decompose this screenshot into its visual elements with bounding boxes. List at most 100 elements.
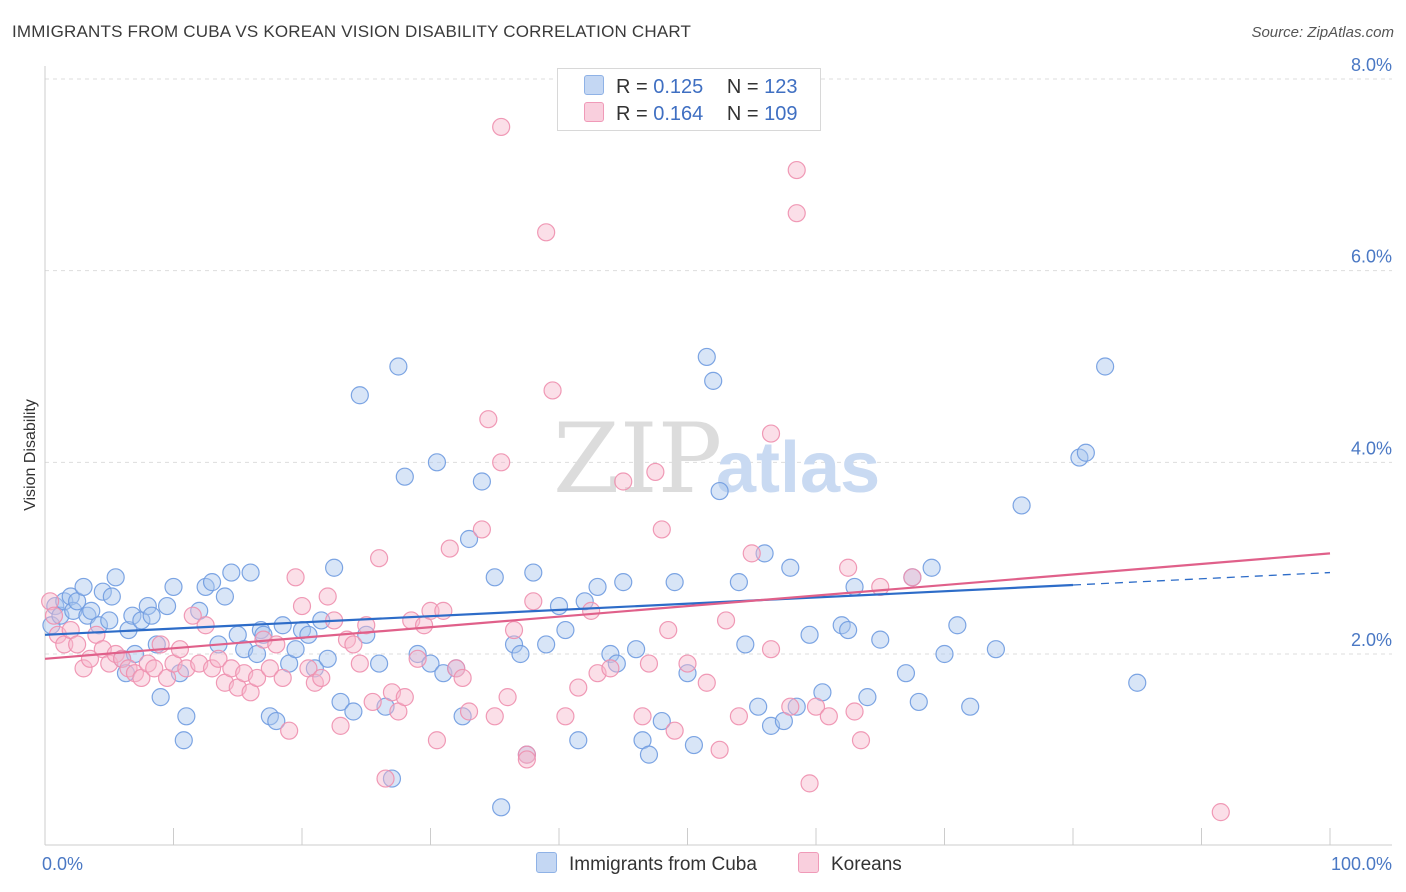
data-point-korean <box>761 424 781 443</box>
data-point-korean <box>74 659 93 678</box>
data-point-cuba <box>839 620 858 640</box>
data-point-korean <box>492 117 511 137</box>
data-point-korean <box>543 381 562 400</box>
data-point-cuba <box>601 644 620 664</box>
data-point-korean <box>427 731 447 750</box>
bottom-legend-label-cuba: Immigrants from Cuba <box>569 854 757 875</box>
data-point-cuba <box>74 577 93 597</box>
data-point-korean <box>903 568 922 587</box>
data-point-cuba <box>331 692 350 712</box>
data-point-cuba <box>755 544 774 563</box>
data-point-korean <box>453 668 472 688</box>
legend-row-cuba: R = 0.125 N = 123 <box>584 75 798 101</box>
data-point-cuba <box>344 702 363 721</box>
data-point-korean <box>202 659 222 678</box>
data-point-korean <box>819 707 838 726</box>
data-point-cuba <box>273 616 292 635</box>
legend-swatch-koreans <box>584 102 604 122</box>
data-point-korean <box>678 654 697 673</box>
data-points <box>41 117 1230 822</box>
data-point-korean <box>742 544 761 563</box>
data-point-cuba <box>427 453 447 472</box>
legend-r-label: R = <box>616 103 648 125</box>
bottom-legend-swatch-cuba <box>536 852 557 873</box>
data-point-cuba <box>318 649 337 668</box>
legend-row-koreans: R = 0.164 N = 109 <box>584 102 798 128</box>
data-point-korean <box>312 668 331 688</box>
data-point-cuba <box>106 568 125 587</box>
data-point-korean <box>350 654 369 673</box>
y-axis-title: Vision Disability <box>22 399 39 511</box>
data-point-cuba <box>665 573 684 592</box>
data-point-korean <box>665 721 684 740</box>
data-point-cuba <box>1076 443 1095 462</box>
data-point-korean <box>344 635 363 654</box>
tick-labels: 2.0% 4.0% 6.0% 8.0% 0.0% 100.0% <box>42 55 1392 874</box>
data-point-korean <box>112 649 132 668</box>
data-point-cuba <box>389 357 408 376</box>
data-point-cuba <box>286 640 305 659</box>
data-point-cuba <box>575 592 594 611</box>
data-point-korean <box>800 774 819 793</box>
data-point-korean <box>633 707 652 726</box>
data-point-korean <box>517 750 536 769</box>
data-point-korean <box>447 659 466 678</box>
data-point-korean <box>1211 803 1230 822</box>
data-point-cuba <box>222 563 241 582</box>
data-point-cuba <box>1096 357 1115 376</box>
y-tick-label: 4.0% <box>1351 438 1392 458</box>
axes <box>44 66 1392 846</box>
data-point-korean <box>395 688 414 707</box>
y-tick-label: 6.0% <box>1351 247 1392 267</box>
data-point-cuba <box>652 711 671 731</box>
data-point-cuba <box>202 573 222 592</box>
watermark-atlas: atlas <box>716 428 880 508</box>
data-point-korean <box>582 601 601 620</box>
data-point-cuba <box>896 664 916 683</box>
data-point-cuba <box>749 697 768 716</box>
data-point-korean <box>504 620 524 640</box>
data-point-cuba <box>492 798 511 817</box>
data-point-cuba <box>93 582 112 601</box>
trend-line-koreans <box>44 552 1331 660</box>
data-point-korean <box>318 587 337 606</box>
data-point-korean <box>196 616 215 635</box>
data-point-cuba <box>100 611 119 630</box>
data-point-cuba <box>267 711 286 731</box>
data-point-korean <box>247 668 267 688</box>
data-point-cuba <box>537 635 556 654</box>
data-point-korean <box>376 769 395 788</box>
data-point-korean <box>363 692 382 712</box>
correlation-legend: R = 0.125 N = 123 R = 0.164 N = 109 <box>557 68 821 131</box>
series-koreans <box>41 117 1230 822</box>
data-point-korean <box>716 611 736 630</box>
data-point-korean <box>729 707 749 726</box>
data-point-cuba <box>357 625 376 644</box>
data-point-korean <box>697 673 716 692</box>
trend-line-cuba <box>44 583 1074 636</box>
data-point-cuba <box>472 472 491 491</box>
data-point-korean <box>710 740 729 759</box>
data-point-korean <box>41 592 60 611</box>
trend-line-cuba-extension <box>1072 571 1331 586</box>
data-point-cuba <box>123 606 142 625</box>
data-point-cuba <box>142 606 161 625</box>
data-point-cuba <box>177 707 196 726</box>
data-point-cuba <box>736 635 755 654</box>
data-point-korean <box>517 745 536 764</box>
bottom-legend-koreans: Koreans <box>798 852 902 876</box>
data-point-korean <box>781 697 800 716</box>
bottom-legend-cuba: Immigrants from Cuba <box>536 852 757 876</box>
data-point-cuba <box>871 630 890 649</box>
bottom-legend-label-koreans: Koreans <box>831 854 902 875</box>
source-credit: Source: ZipAtlas.com <box>1251 24 1394 41</box>
data-point-cuba <box>684 735 704 755</box>
data-point-korean <box>524 592 543 611</box>
watermark-zip: ZIP <box>553 403 722 515</box>
data-point-korean <box>659 620 678 640</box>
data-point-korean <box>44 606 64 625</box>
chart-title: IMMIGRANTS FROM CUBA VS KOREAN VISION DI… <box>12 22 692 41</box>
data-point-korean <box>440 539 459 558</box>
data-point-korean <box>851 731 871 750</box>
y-tick-label: 8.0% <box>1351 55 1392 75</box>
